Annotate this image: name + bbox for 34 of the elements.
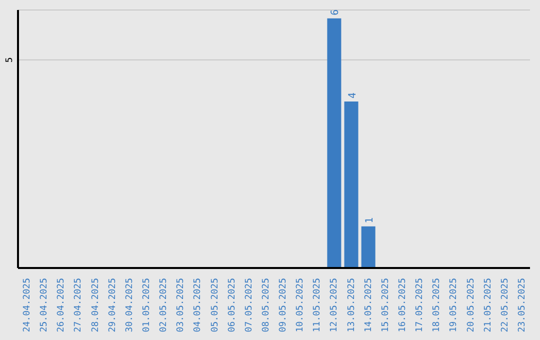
- x-tick-label: 12.05.2025: [330, 278, 340, 332]
- data-label: 6: [330, 9, 342, 16]
- x-tick-label: 24.04.2025: [22, 278, 33, 332]
- x-tick-label: 23.05.2025: [517, 278, 528, 332]
- x-tick-label: 07.05.2025: [244, 278, 254, 332]
- x-tick-label: 21.05.2025: [483, 278, 494, 332]
- x-tick-label: 29.04.2025: [108, 278, 118, 332]
- x-tick-label: 17.05.2025: [415, 278, 426, 332]
- x-tick-label: 08.05.2025: [261, 278, 272, 332]
- x-tick-label: 30.04.2025: [124, 278, 135, 332]
- x-tick-label: 03.05.2025: [176, 278, 186, 332]
- x-tick-label: 20.05.2025: [466, 278, 476, 332]
- x-tick-label: 09.05.2025: [278, 278, 289, 332]
- x-tick-label: 06.05.2025: [227, 278, 238, 332]
- x-tick-label: 22.05.2025: [500, 278, 510, 332]
- x-tick-label: 13.05.2025: [346, 278, 357, 332]
- x-tick-label: 01.05.2025: [142, 278, 152, 332]
- x-tick-label: 25.04.2025: [40, 278, 50, 332]
- x-tick-label: 14.05.2025: [364, 278, 374, 332]
- x-tick-label: 19.05.2025: [449, 278, 460, 332]
- x-tick-label: 15.05.2025: [380, 278, 391, 332]
- x-tick-label: 02.05.2025: [159, 278, 170, 332]
- x-tick-label: 10.05.2025: [296, 278, 306, 332]
- x-tick-label: 18.05.2025: [432, 278, 442, 332]
- x-tick-label: 04.05.2025: [193, 278, 204, 332]
- y-tick-label: 5: [5, 57, 15, 63]
- x-tick-label: 27.04.2025: [74, 278, 84, 332]
- x-tick-label: 05.05.2025: [210, 278, 220, 332]
- x-tick-label: 16.05.2025: [398, 278, 408, 332]
- x-tick-label: 28.04.2025: [90, 278, 101, 332]
- data-label: 4: [347, 92, 358, 99]
- data-label: 1: [364, 217, 376, 224]
- x-tick-label: 26.04.2025: [56, 278, 67, 332]
- x-tick-label: 11.05.2025: [312, 278, 323, 332]
